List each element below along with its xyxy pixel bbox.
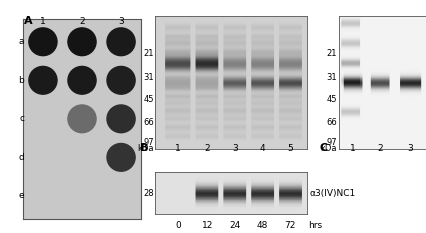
Text: 24: 24 [229, 221, 241, 230]
Text: kDa: kDa [320, 144, 337, 153]
Text: d: d [18, 153, 24, 162]
Text: 31: 31 [326, 73, 337, 82]
Text: 66: 66 [143, 118, 154, 127]
Text: e: e [19, 191, 24, 200]
Circle shape [68, 28, 96, 56]
Text: 21: 21 [326, 49, 337, 58]
Circle shape [107, 105, 135, 133]
Circle shape [29, 28, 57, 56]
Text: a: a [19, 37, 24, 46]
Circle shape [107, 66, 135, 94]
Text: b: b [18, 76, 24, 85]
Text: 66: 66 [326, 118, 337, 127]
Text: c: c [19, 114, 24, 123]
Text: A: A [24, 16, 33, 26]
Text: 45: 45 [326, 96, 337, 104]
Text: B: B [141, 143, 149, 153]
Text: 3: 3 [232, 144, 238, 153]
Text: α3(IV)NC1: α3(IV)NC1 [310, 189, 356, 198]
Text: 2: 2 [377, 144, 383, 153]
Text: 5: 5 [288, 144, 293, 153]
Text: 2: 2 [204, 144, 210, 153]
Text: 1: 1 [350, 144, 356, 153]
Text: 21: 21 [144, 49, 154, 58]
Text: 31: 31 [144, 73, 154, 82]
Circle shape [107, 28, 135, 56]
Text: 0: 0 [176, 221, 181, 230]
Text: 1: 1 [176, 144, 181, 153]
Text: C: C [320, 143, 328, 153]
Circle shape [68, 105, 96, 133]
Text: 48: 48 [257, 221, 268, 230]
Circle shape [29, 66, 57, 94]
Circle shape [68, 66, 96, 94]
Text: 1: 1 [40, 17, 46, 26]
Text: 72: 72 [285, 221, 296, 230]
Text: 4: 4 [260, 144, 265, 153]
Text: 28: 28 [144, 189, 154, 198]
Text: hrs: hrs [308, 221, 322, 230]
Text: 3: 3 [407, 144, 413, 153]
Text: 45: 45 [144, 96, 154, 104]
Text: kDa: kDa [138, 144, 154, 153]
Text: 3: 3 [118, 17, 124, 26]
Text: 97: 97 [144, 138, 154, 147]
Text: 12: 12 [201, 221, 213, 230]
Circle shape [107, 144, 135, 171]
Text: 97: 97 [326, 138, 337, 147]
Text: 2: 2 [79, 17, 85, 26]
